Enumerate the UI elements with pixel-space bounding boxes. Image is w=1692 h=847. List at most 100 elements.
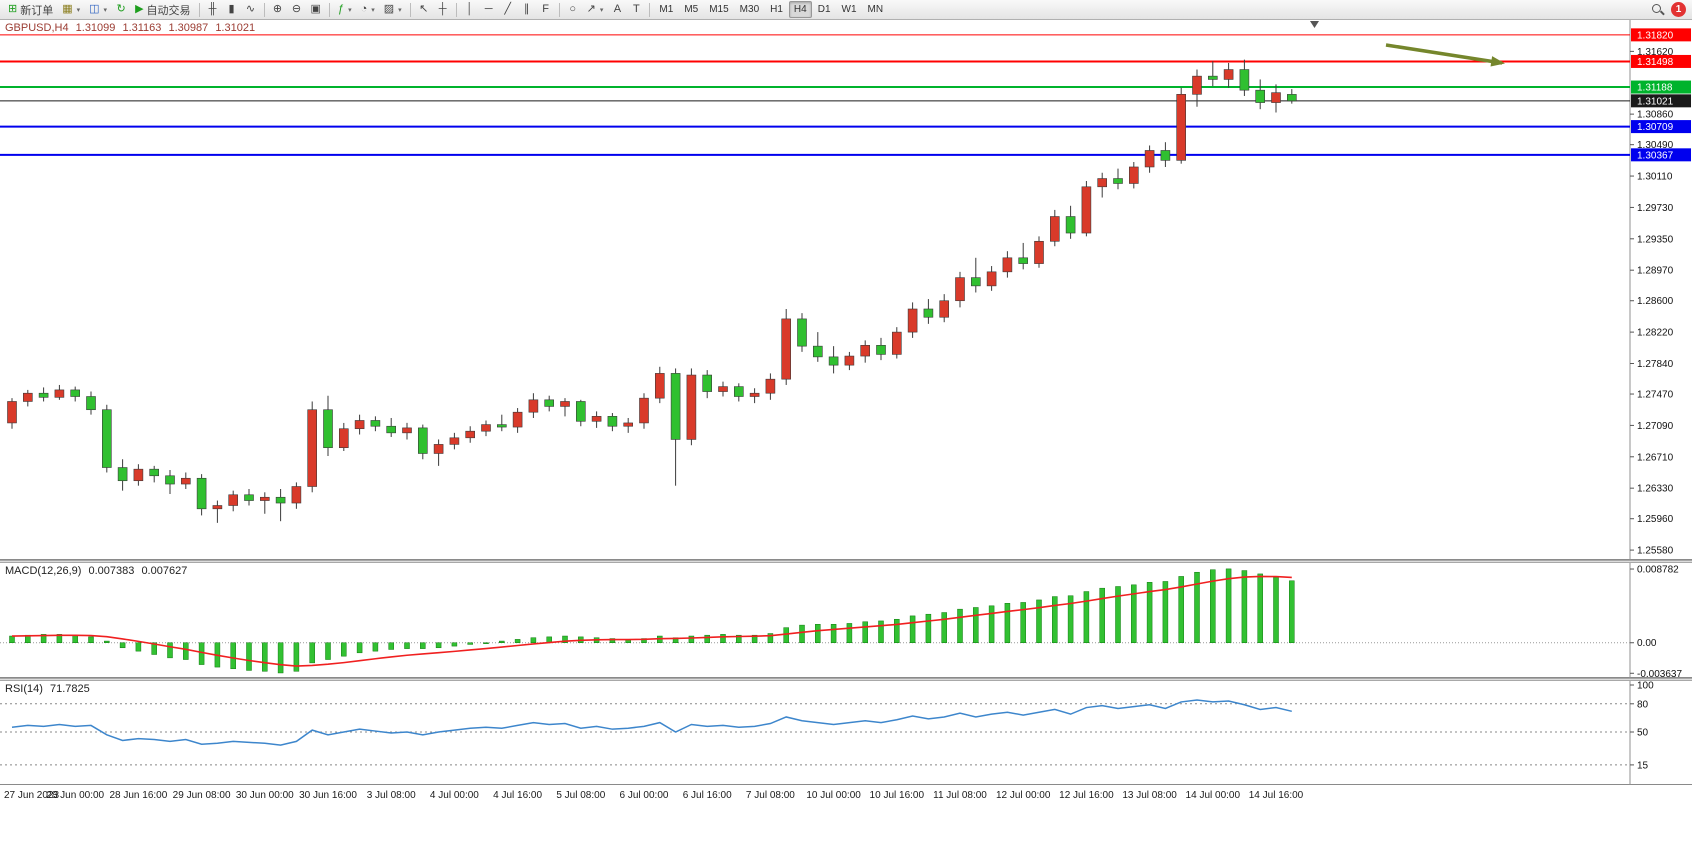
rsi-title: RSI(14) 71.7825 xyxy=(5,683,90,695)
horizontal-line-button[interactable]: ─ xyxy=(480,1,498,18)
timeframe-m15[interactable]: M15 xyxy=(709,4,729,15)
label-button[interactable]: T xyxy=(627,1,645,18)
rsi-scale-label: 15 xyxy=(1637,760,1649,771)
price-tick-label: 1.27840 xyxy=(1637,359,1674,370)
rsi-panel[interactable]: 100 80 50 15 RSI(14) 71.7825 xyxy=(0,681,1692,785)
templates-button[interactable]: ▨ ▾ xyxy=(380,1,406,18)
vertical-line-button[interactable]: │ xyxy=(461,1,479,18)
title-close: 1.31021 xyxy=(215,22,256,34)
panel-separator[interactable] xyxy=(0,678,1692,681)
toolbar-separator xyxy=(328,2,330,17)
price-tag-bid-price: 1.31021 xyxy=(1631,94,1691,108)
toolbar-separator xyxy=(198,2,200,17)
shapes-button[interactable]: ○ xyxy=(564,1,582,18)
macd-value-signal: 0.007627 xyxy=(141,565,188,577)
price-tag-resistance-upper: 1.31820 xyxy=(1631,28,1691,42)
profiles-icon: ◫ xyxy=(89,3,100,15)
time-axis-label: 12 Jul 00:00 xyxy=(995,790,1051,801)
timeframe-m30[interactable]: M30 xyxy=(739,4,760,15)
toolbar-separator xyxy=(558,2,560,17)
rsi-canvas[interactable]: 100 80 50 15 xyxy=(0,681,1692,785)
price-tick-label: 1.30110 xyxy=(1637,172,1673,183)
title-high: 1.31163 xyxy=(122,22,162,34)
title-open: 1.31099 xyxy=(75,22,116,34)
autotrading-button[interactable]: ▶ 自动交易 xyxy=(131,1,194,18)
toolbar-separator xyxy=(263,2,265,17)
cursor-button[interactable]: ↖ xyxy=(415,1,433,18)
svg-text:1.31498: 1.31498 xyxy=(1637,57,1674,68)
svg-text:1.30367: 1.30367 xyxy=(1637,150,1674,161)
horizontal-line-icon: ─ xyxy=(484,3,493,15)
macd-panel[interactable]: 0.008782 0.00 -0.003637 MACD(12,26,9) 0.00… xyxy=(0,563,1692,678)
channel-button[interactable]: ∥ xyxy=(518,1,536,18)
macd-histogram[interactable] xyxy=(9,568,1295,674)
symbol-period-label: GBPUSD,H4 xyxy=(5,22,69,34)
rsi-line[interactable] xyxy=(11,699,1292,746)
price-tick-label: 1.27470 xyxy=(1637,390,1674,401)
refresh-button[interactable]: ↻ xyxy=(112,1,130,18)
timeframe-h4[interactable]: H4 xyxy=(788,1,812,18)
title-low: 1.30987 xyxy=(168,22,209,34)
chevron-down-icon: ▾ xyxy=(599,6,604,14)
timeframe-d1[interactable]: D1 xyxy=(817,4,831,15)
new-order-label: 新订单 xyxy=(20,4,54,17)
toolbar-separator xyxy=(455,2,457,17)
time-axis-label: 4 Jul 00:00 xyxy=(429,790,479,801)
periods-button[interactable]: ◔ ▾ xyxy=(357,1,379,18)
panel-separator[interactable] xyxy=(0,560,1692,563)
rsi-scale-label: 80 xyxy=(1637,699,1649,710)
text-icon: A xyxy=(613,3,622,15)
time-axis-label: 10 Jul 16:00 xyxy=(869,790,925,801)
new-order-button[interactable]: ⊞ 新订单 xyxy=(4,1,57,18)
timeframe-m5[interactable]: M5 xyxy=(684,4,699,15)
toolbar-separator xyxy=(649,2,651,17)
timeframe-w1[interactable]: W1 xyxy=(841,4,857,15)
templates-icon: ▨ xyxy=(383,3,395,15)
time-axis[interactable]: 27 Jun 2023 28 Jun 00:00 28 Jun 16:00 29 Ju… xyxy=(0,786,1692,810)
time-axis-label: 5 Jul 08:00 xyxy=(556,790,606,801)
zoom-out-button[interactable]: ⊖ xyxy=(288,1,306,18)
bar-chart-icon: ╫ xyxy=(208,3,217,15)
main-chart-panel[interactable]: 1.31620 1.30860 1.30490 1.30110 1.29730 1.293… xyxy=(0,20,1692,560)
time-axis-label: 30 Jun 00:00 xyxy=(235,790,294,801)
line-chart-icon: ∿ xyxy=(245,3,256,15)
price-tag-resistance-lower: 1.31498 xyxy=(1631,54,1691,68)
chart-title: GBPUSD,H4 1.31099 1.31163 1.30987 1.3102… xyxy=(5,22,259,34)
candlestick-chart-button[interactable]: ▮ xyxy=(223,1,241,18)
notification-badge[interactable]: 1 xyxy=(1671,2,1686,17)
timeframe-m1[interactable]: M1 xyxy=(659,4,674,15)
horizontal-price-lines[interactable] xyxy=(0,34,1630,156)
timeframe-mn[interactable]: MN xyxy=(867,4,884,15)
trendline-button[interactable]: ╱ xyxy=(499,1,517,18)
main-chart-canvas[interactable]: 1.31620 1.30860 1.30490 1.30110 1.29730 1.293… xyxy=(0,20,1692,560)
search-icon[interactable] xyxy=(1650,2,1665,17)
autotrading-label: 自动交易 xyxy=(146,4,191,17)
price-tick-label: 1.29730 xyxy=(1637,203,1674,214)
price-tick-label: 1.30860 xyxy=(1637,110,1674,121)
vertical-line-icon: │ xyxy=(466,3,474,15)
price-tick-label: 1.26710 xyxy=(1637,452,1674,463)
arrows-button[interactable]: ↗ ▾ xyxy=(583,1,608,18)
timeframe-h1[interactable]: H1 xyxy=(770,4,783,15)
macd-signal-line[interactable] xyxy=(11,575,1292,667)
svg-text:1.31021: 1.31021 xyxy=(1637,96,1674,107)
line-chart-button[interactable]: ∿ xyxy=(242,1,260,18)
bar-chart-button[interactable]: ╫ xyxy=(204,1,222,18)
indicators-button[interactable]: ƒ ▾ xyxy=(334,1,356,18)
zoom-in-button[interactable]: ⊕ xyxy=(269,1,287,18)
text-button[interactable]: A xyxy=(608,1,626,18)
new-chart-button[interactable]: ▦ ▾ xyxy=(58,1,84,18)
fibonacci-button[interactable]: F xyxy=(537,1,555,18)
time-axis-label: 14 Jul 00:00 xyxy=(1185,790,1241,801)
macd-title: MACD(12,26,9) 0.007383 0.007627 xyxy=(5,565,187,577)
trend-arrow-annotation[interactable] xyxy=(1385,43,1505,67)
macd-canvas[interactable]: 0.008782 0.00 -0.003637 xyxy=(0,563,1692,678)
new-order-icon: ⊞ xyxy=(8,3,18,15)
price-tag-support-green: 1.31188 xyxy=(1631,80,1691,94)
candlestick-series[interactable] xyxy=(7,59,1297,523)
crosshair-button[interactable]: ┼ xyxy=(434,1,452,18)
chart-shift-marker[interactable] xyxy=(1310,21,1319,28)
tile-windows-button[interactable]: ▣ xyxy=(307,1,325,18)
profiles-button[interactable]: ◫ ▾ xyxy=(85,1,111,18)
rsi-scale-label: 100 xyxy=(1637,681,1654,692)
